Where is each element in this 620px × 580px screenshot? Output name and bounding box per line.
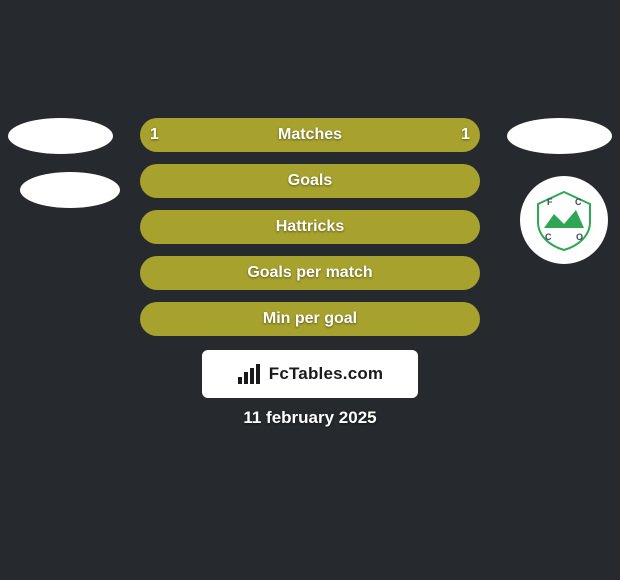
stat-row: Matches 1 1 — [0, 118, 620, 152]
stat-bar: Hattricks — [140, 210, 480, 244]
stat-bar: Goals — [140, 164, 480, 198]
stat-row: Goals — [0, 164, 620, 198]
brand-text: FcTables.com — [269, 364, 384, 384]
stat-label: Goals per match — [247, 264, 372, 282]
stat-bar: Min per goal — [140, 302, 480, 336]
stat-label: Hattricks — [276, 218, 344, 236]
stat-left-value: 1 — [150, 118, 159, 152]
stat-label: Goals — [288, 172, 332, 190]
date-text: 11 february 2025 — [0, 408, 620, 428]
stat-label: Matches — [278, 126, 342, 144]
stat-bar: Goals per match — [140, 256, 480, 290]
stat-row: Min per goal — [0, 302, 620, 336]
stat-bar: Matches — [140, 118, 480, 152]
stat-right-value: 1 — [461, 118, 470, 152]
stat-row: Goals per match — [0, 256, 620, 290]
stat-label: Min per goal — [263, 310, 357, 328]
brand-badge: FcTables.com — [202, 350, 418, 398]
stats-area: Matches 1 1 Goals Hattricks Goals per ma… — [0, 118, 620, 348]
stat-row: Hattricks — [0, 210, 620, 244]
bars-icon — [237, 363, 263, 385]
